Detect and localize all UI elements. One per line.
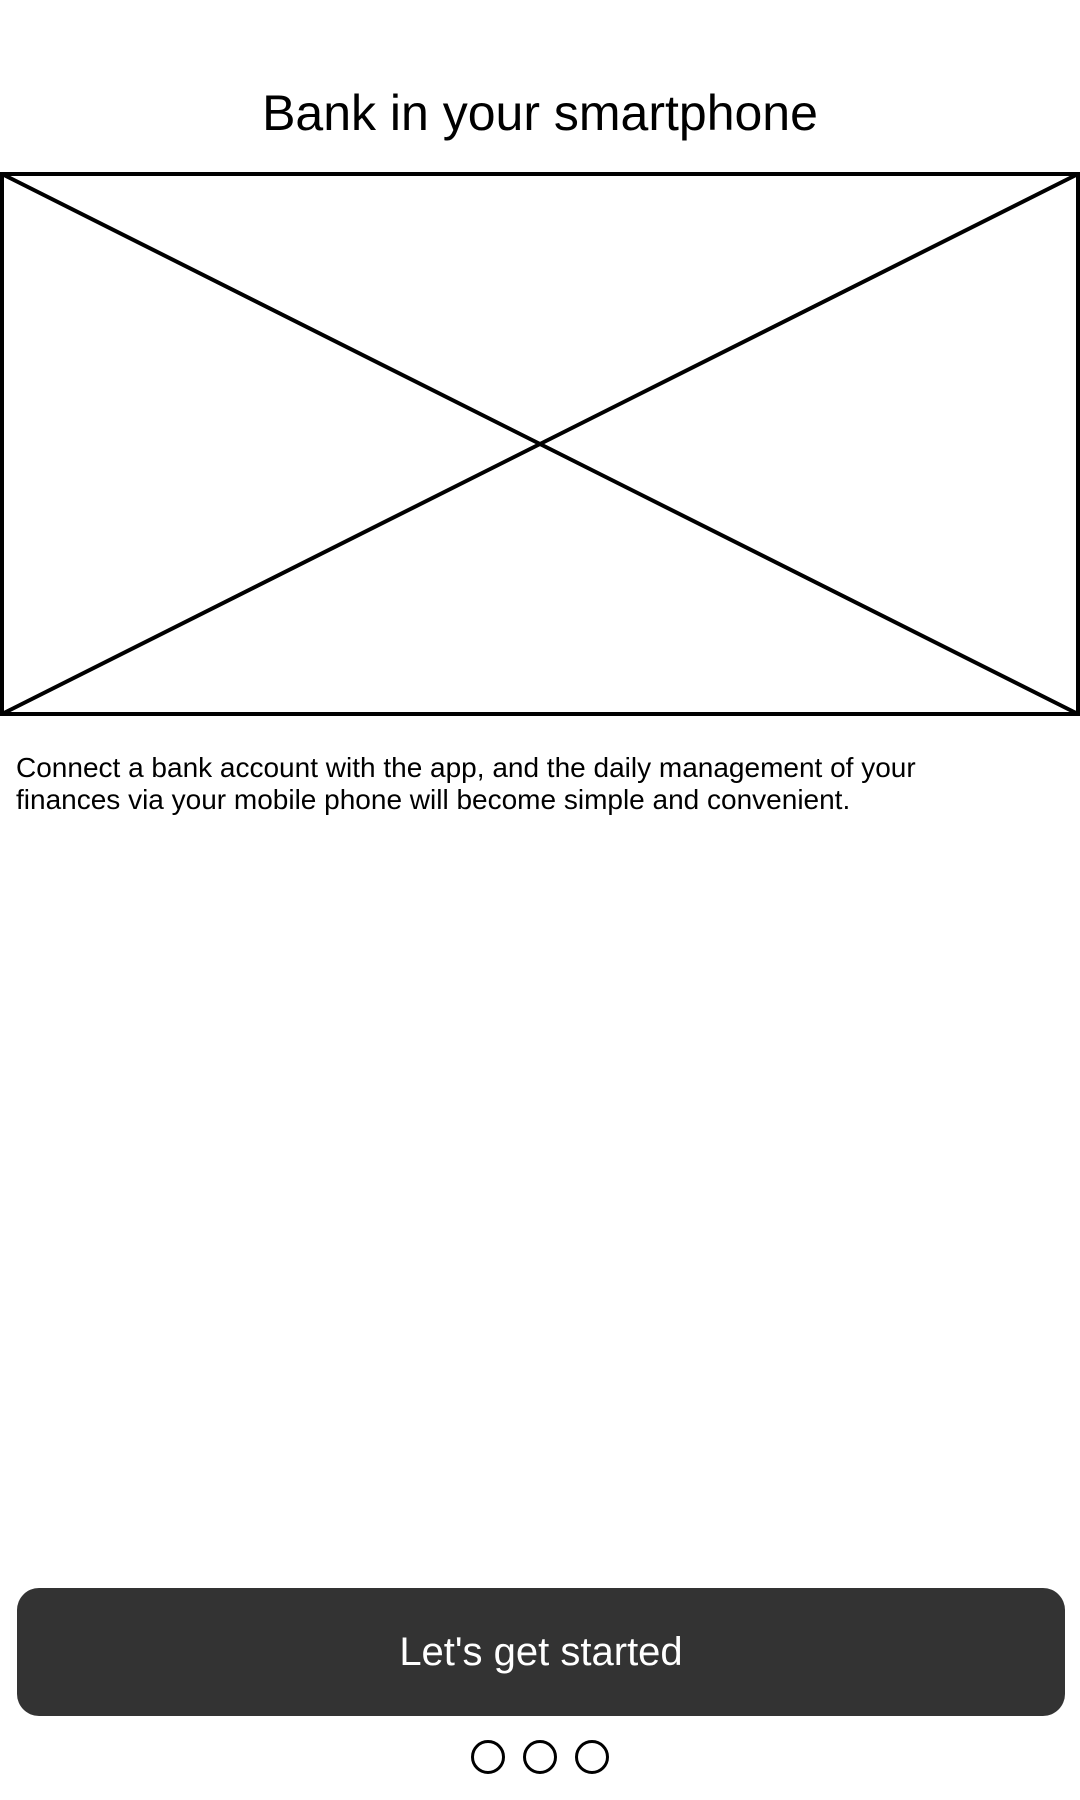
page-dot-2[interactable] xyxy=(523,1740,557,1774)
image-placeholder-icon xyxy=(0,172,1080,716)
page-title: Bank in your smartphone xyxy=(262,85,818,141)
onboarding-description: Connect a bank account with the app, and… xyxy=(16,752,916,815)
hero-image-placeholder xyxy=(0,172,1080,716)
page-dot-3[interactable] xyxy=(575,1740,609,1774)
page-dot-1[interactable] xyxy=(471,1740,505,1774)
page-indicator xyxy=(0,1740,1080,1774)
get-started-button[interactable]: Let's get started xyxy=(17,1588,1065,1716)
